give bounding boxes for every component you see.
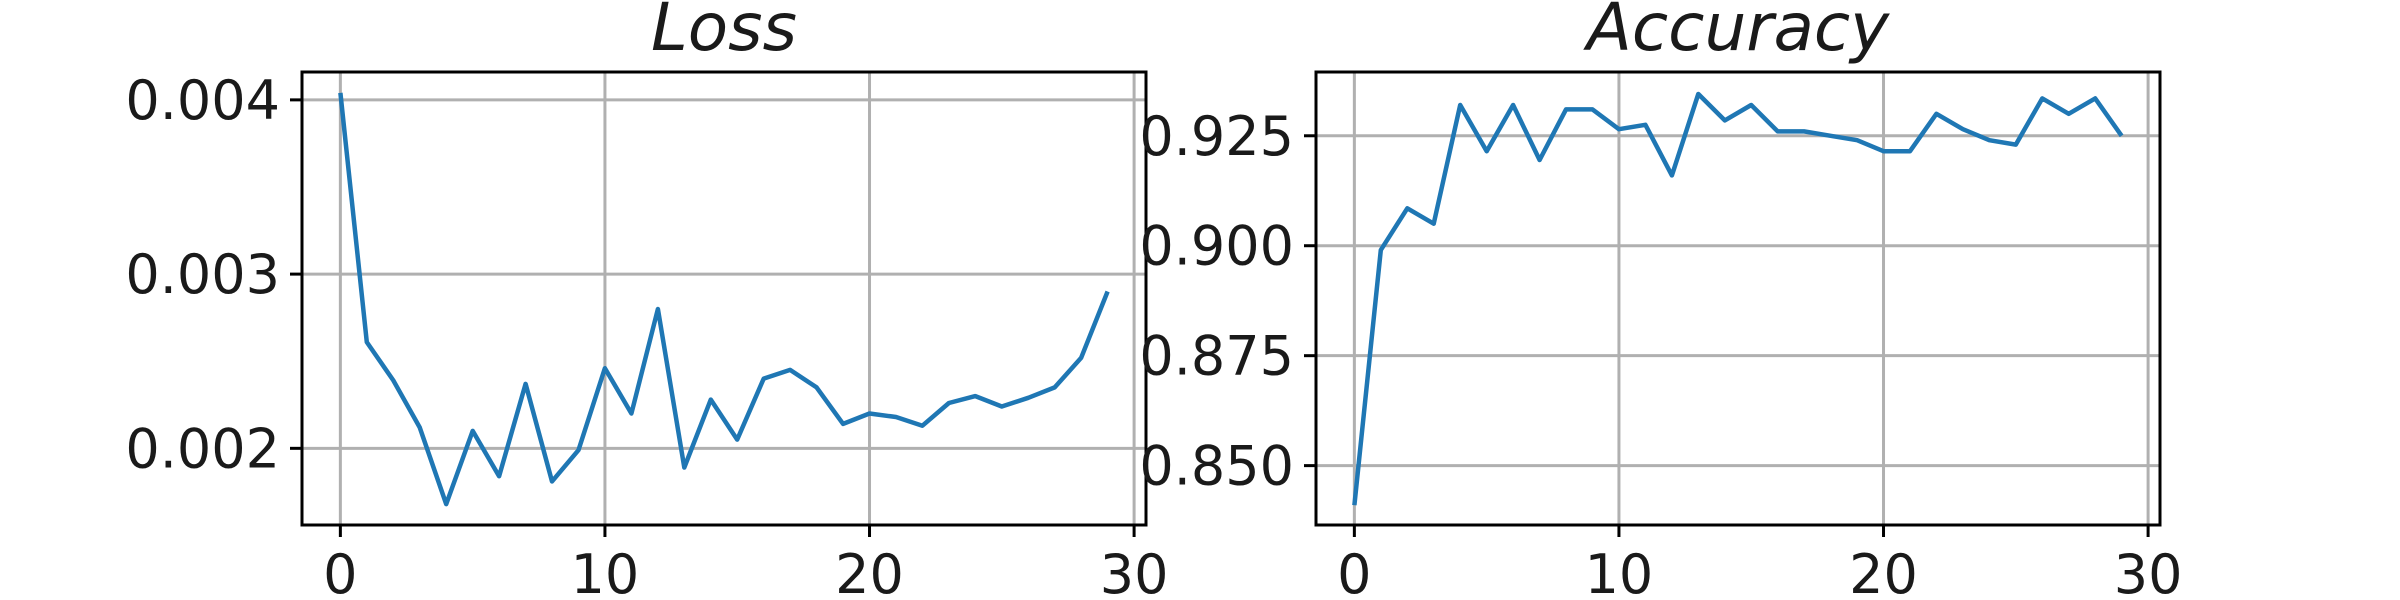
- accuracy-y-tick-label: 0.850: [1139, 435, 1294, 498]
- accuracy-y-tick-label: 0.900: [1139, 215, 1294, 278]
- loss-series-line: [338, 92, 1110, 507]
- accuracy-series-line: [1352, 91, 2124, 506]
- loss-x-tick-label: 10: [571, 543, 640, 600]
- accuracy-chart-title: Accuracy: [1583, 0, 1890, 66]
- accuracy-panel: Accuracy 0 10 20 30 0.850 0.875 0.900 0.925: [1139, 0, 2182, 600]
- accuracy-plot-frame: [1314, 70, 2162, 527]
- loss-x-tick-label: 0: [323, 543, 357, 600]
- loss-x-tick-label: 20: [835, 543, 904, 600]
- loss-y-tick-label: 0.002: [125, 417, 280, 480]
- accuracy-x-tick-label: 20: [1849, 543, 1918, 600]
- loss-chart-title: Loss: [651, 0, 797, 66]
- loss-panel: Loss 0 10 20 30 0.002 0.003 0.004: [125, 0, 1168, 600]
- loss-y-tick-label: 0.003: [125, 243, 280, 306]
- loss-y-tick-label: 0.004: [125, 69, 280, 132]
- accuracy-x-tick-label: 10: [1585, 543, 1654, 600]
- accuracy-y-tick-label: 0.875: [1139, 325, 1294, 388]
- accuracy-x-tick-label: 0: [1337, 543, 1371, 600]
- accuracy-y-tick-label: 0.925: [1139, 105, 1294, 168]
- accuracy-x-tick-label: 30: [2114, 543, 2183, 600]
- loss-x-tick-label: 30: [1100, 543, 1169, 600]
- loss-plot-frame: [300, 70, 1148, 527]
